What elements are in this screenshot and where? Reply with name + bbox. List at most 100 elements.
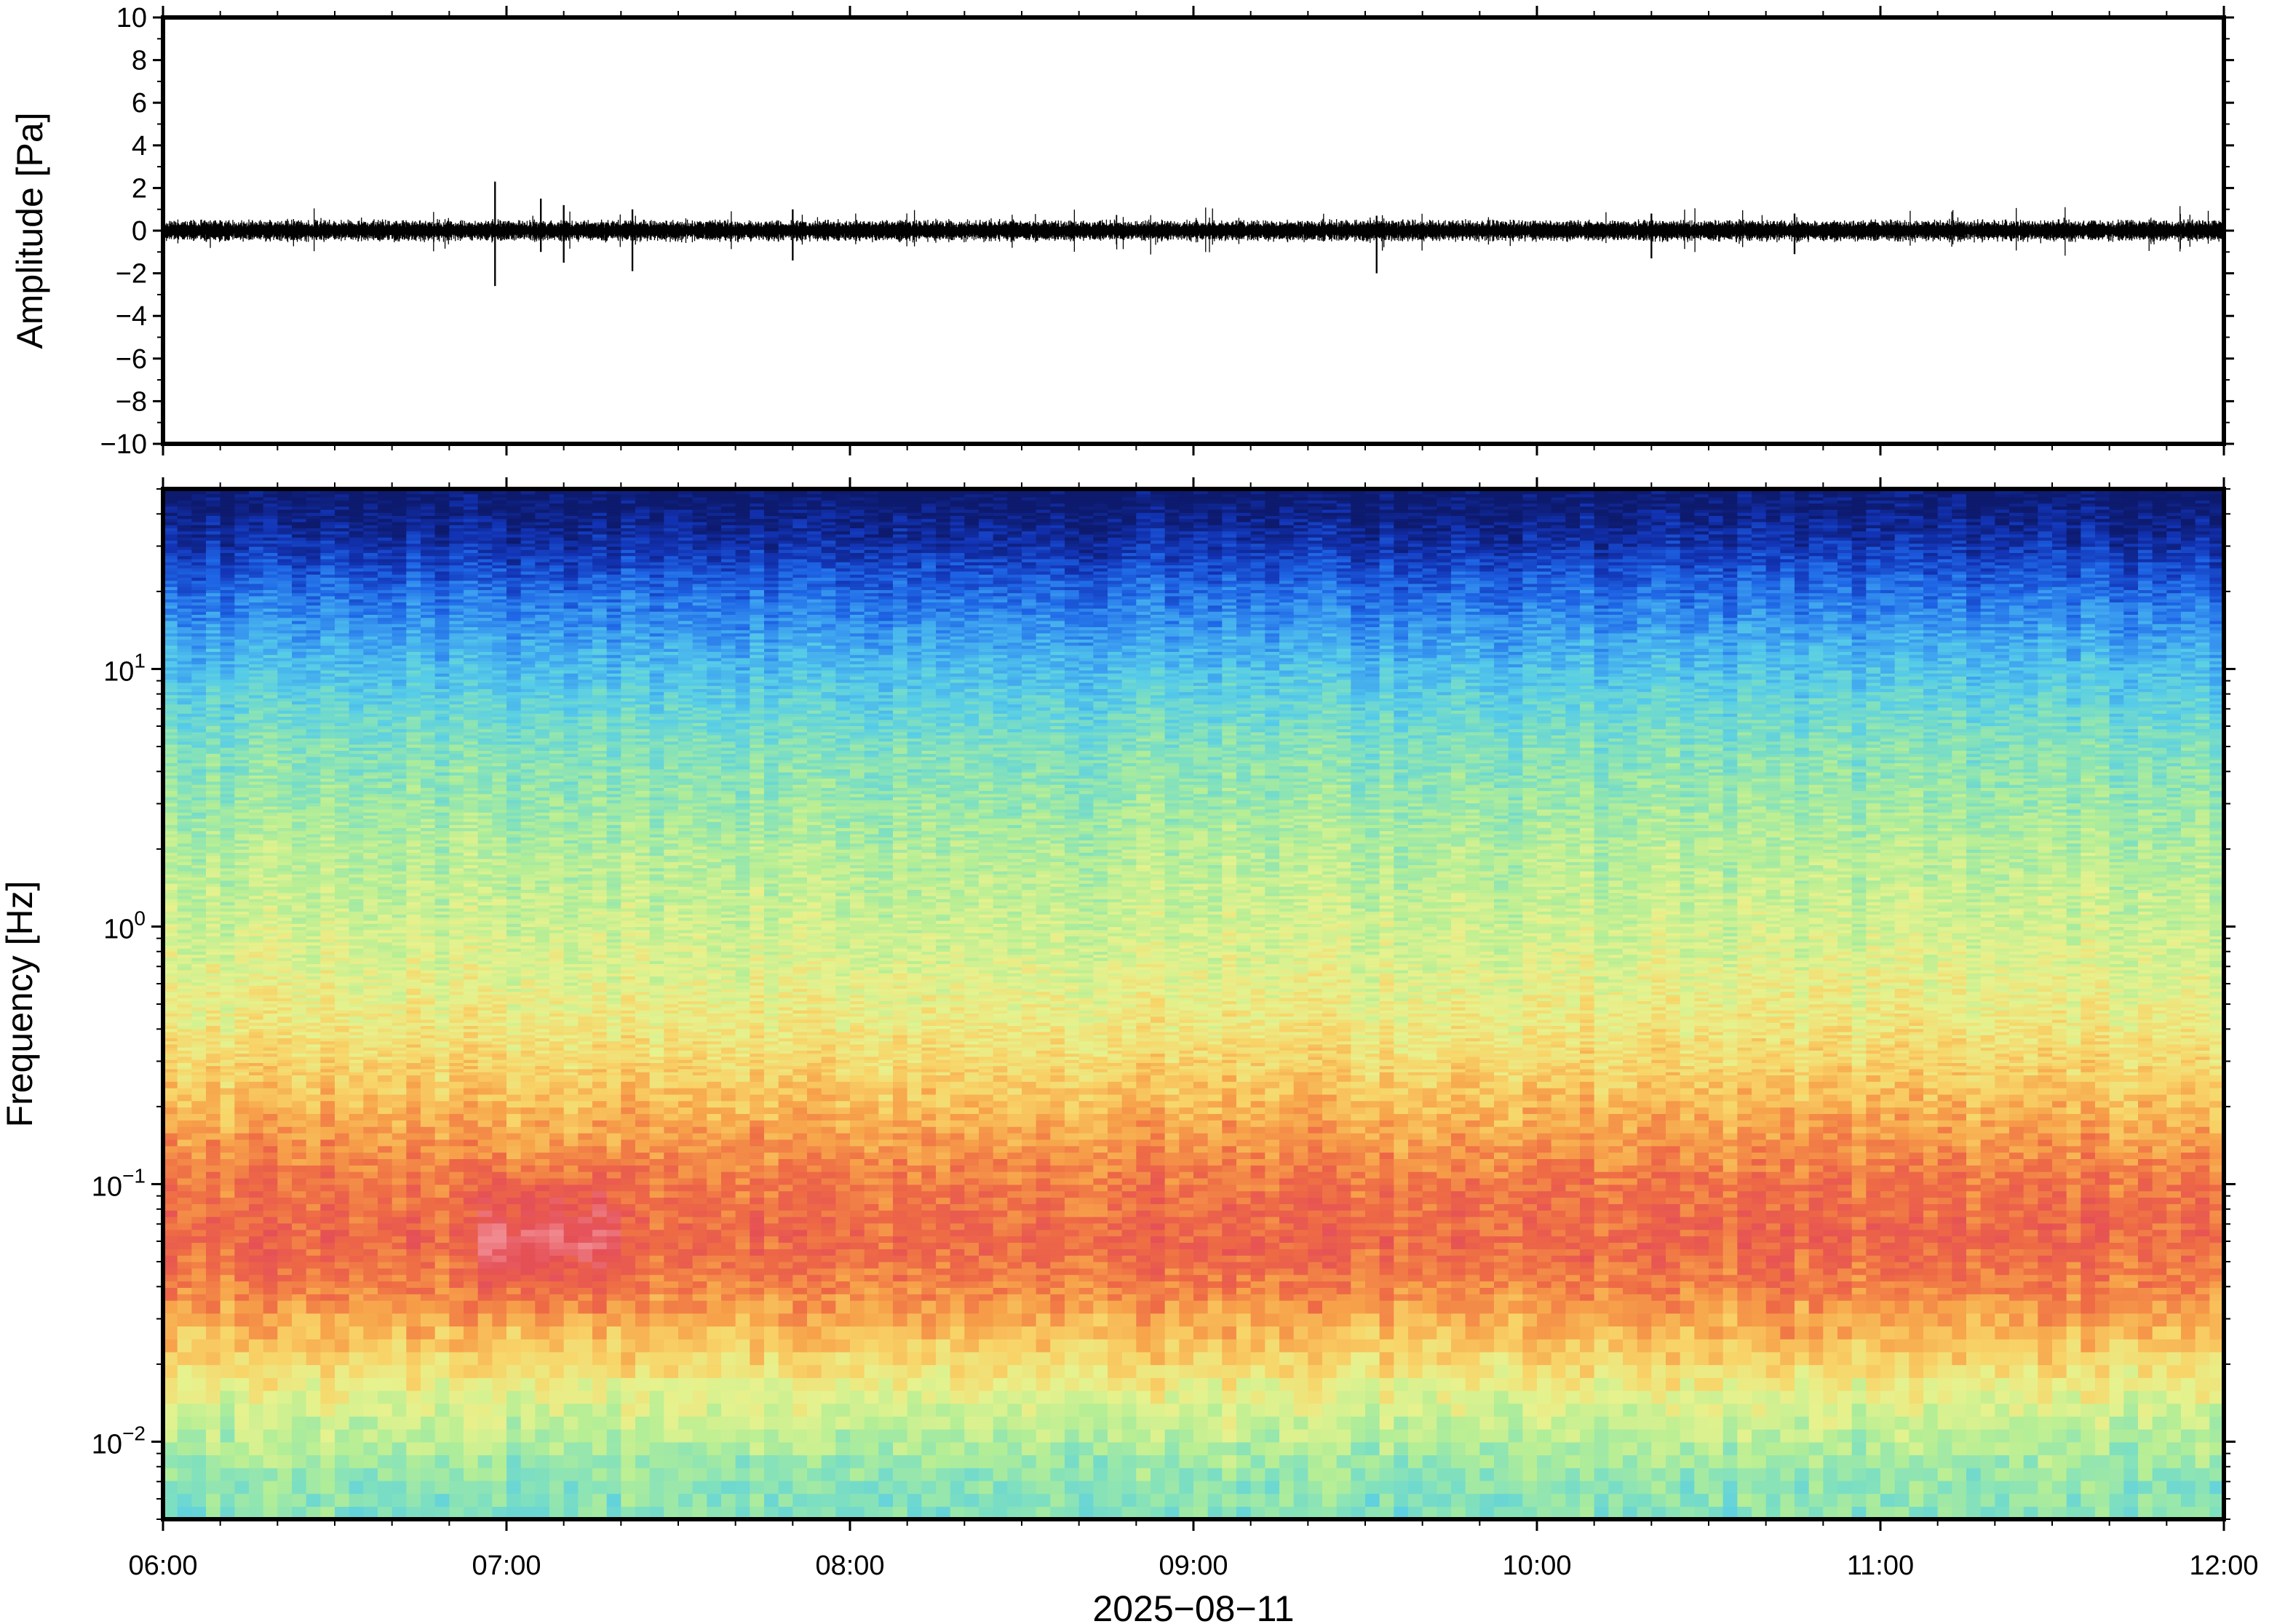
- spectrogram-cell: [335, 920, 350, 924]
- spectrogram-cell: [263, 490, 278, 495]
- spectrogram-cell: [306, 537, 321, 541]
- spectrogram-cell: [277, 608, 293, 612]
- spectrogram-cell: [349, 617, 364, 621]
- spectrogram-cell: [206, 723, 221, 726]
- spectrogram-cell: [277, 1429, 293, 1443]
- spectrogram-cell: [335, 998, 350, 1001]
- spectrogram-cell: [320, 830, 335, 835]
- spectrogram-cell: [206, 620, 221, 624]
- spectrogram-cell: [378, 1065, 393, 1070]
- spectrogram-cell: [378, 1403, 393, 1417]
- spectrogram-cell: [392, 756, 407, 760]
- spectrogram-cell: [320, 694, 335, 698]
- spectrogram-cell: [163, 1390, 178, 1404]
- spectrogram-cell: [292, 565, 307, 569]
- spectrogram-cell: [249, 837, 264, 841]
- spectrogram-cell: [306, 546, 321, 550]
- spectrogram-cell: [320, 852, 335, 856]
- spectrogram-cell: [363, 1056, 378, 1060]
- spectrogram-cell: [434, 756, 450, 760]
- spectrogram-cell: [392, 1262, 407, 1269]
- spectrogram-cell: [392, 867, 407, 872]
- spectrogram-cell: [335, 1184, 350, 1192]
- spectrogram-cell: [263, 648, 278, 652]
- spectrogram-cell: [363, 991, 378, 995]
- spectrogram-cell: [320, 858, 335, 862]
- spectrogram-cell: [421, 586, 436, 591]
- spectrogram-cell: [392, 586, 407, 591]
- spectrogram-cell: [191, 735, 207, 739]
- spectrogram-cell: [206, 824, 221, 829]
- spectrogram-cell: [249, 939, 264, 943]
- spectrogram-cell: [378, 809, 393, 813]
- spectrogram-cell: [320, 911, 335, 915]
- spectrogram-cell: [320, 666, 335, 671]
- spectrogram-cell: [349, 605, 364, 609]
- spectrogram-cell: [421, 1043, 436, 1048]
- spectrogram-cell: [206, 1038, 221, 1042]
- spectrogram-cell: [191, 747, 207, 751]
- spectrogram-cell: [263, 540, 278, 544]
- spectrogram-cell: [335, 803, 350, 807]
- spectrogram-cell: [234, 870, 250, 875]
- spectrogram-cell: [349, 1022, 364, 1026]
- spectrogram-cell: [277, 1506, 293, 1520]
- spectrogram-cell: [320, 917, 335, 921]
- spectrogram-cell: [434, 1006, 450, 1011]
- spectrogram-cell: [320, 948, 335, 952]
- spectrogram-cell: [220, 565, 235, 569]
- spectrogram-cell: [335, 500, 350, 504]
- spectrogram-cell: [363, 1326, 378, 1340]
- spectrogram-cell: [320, 1171, 335, 1179]
- spectrogram-cell: [191, 1047, 207, 1051]
- spectrogram-cell: [320, 583, 335, 587]
- spectrogram-cell: [191, 1040, 207, 1045]
- spectrogram-cell: [306, 1094, 321, 1102]
- spectrogram-cell: [363, 843, 378, 847]
- spectrogram-cell: [277, 1047, 293, 1051]
- spectrogram-cell: [277, 976, 293, 980]
- spectrogram-cell: [249, 1468, 264, 1481]
- spectrogram-cell: [292, 1165, 307, 1172]
- spectrogram-cell: [163, 1040, 178, 1045]
- spectrogram-cell: [392, 1210, 407, 1217]
- spectrogram-cell: [249, 611, 264, 615]
- spectrogram-cell: [206, 719, 221, 723]
- spectrogram-cell: [349, 1390, 364, 1404]
- spectrogram-cell: [406, 549, 421, 554]
- spectrogram-cell: [320, 490, 335, 495]
- spectrogram-cell: [163, 617, 178, 621]
- spectrogram-cell: [306, 611, 321, 615]
- spectrogram-cell: [277, 870, 293, 875]
- spectrogram-cell: [220, 642, 235, 646]
- spectrogram-cell: [234, 558, 250, 562]
- spectrogram-cell: [406, 530, 421, 535]
- spectrogram-cell: [263, 1100, 278, 1108]
- spectrogram-cell: [320, 914, 335, 918]
- spectrogram-cell: [163, 1139, 178, 1147]
- spectrogram-cell: [249, 1339, 264, 1353]
- spectrogram-cell: [349, 648, 364, 652]
- spectrogram-cell: [263, 1480, 278, 1494]
- spectrogram-cell: [363, 883, 378, 887]
- spectrogram-cell: [320, 1454, 335, 1468]
- spectrogram-cell: [378, 855, 393, 859]
- spectrogram-cell: [320, 753, 335, 757]
- spectrogram-cell: [363, 698, 378, 701]
- spectrogram-cell: [177, 889, 192, 893]
- spectrogram-cell: [234, 645, 250, 649]
- spectrogram-cell: [163, 1016, 178, 1020]
- spectrogram-cell: [277, 666, 293, 671]
- spectrogram-cell: [335, 812, 350, 816]
- spectrogram-cell: [220, 929, 235, 934]
- spectrogram-cell: [220, 500, 235, 504]
- spectrogram-cell: [421, 932, 436, 936]
- spectrogram-cell: [163, 1300, 178, 1314]
- spectrogram-cell: [363, 800, 378, 804]
- spectrogram-cell: [335, 645, 350, 649]
- spectrogram-cell: [263, 1217, 278, 1224]
- spectrogram-cell: [177, 1133, 192, 1140]
- spectrogram-cell: [191, 899, 207, 903]
- spectrogram-cell: [263, 1025, 278, 1030]
- spectrogram-cell: [163, 1339, 178, 1353]
